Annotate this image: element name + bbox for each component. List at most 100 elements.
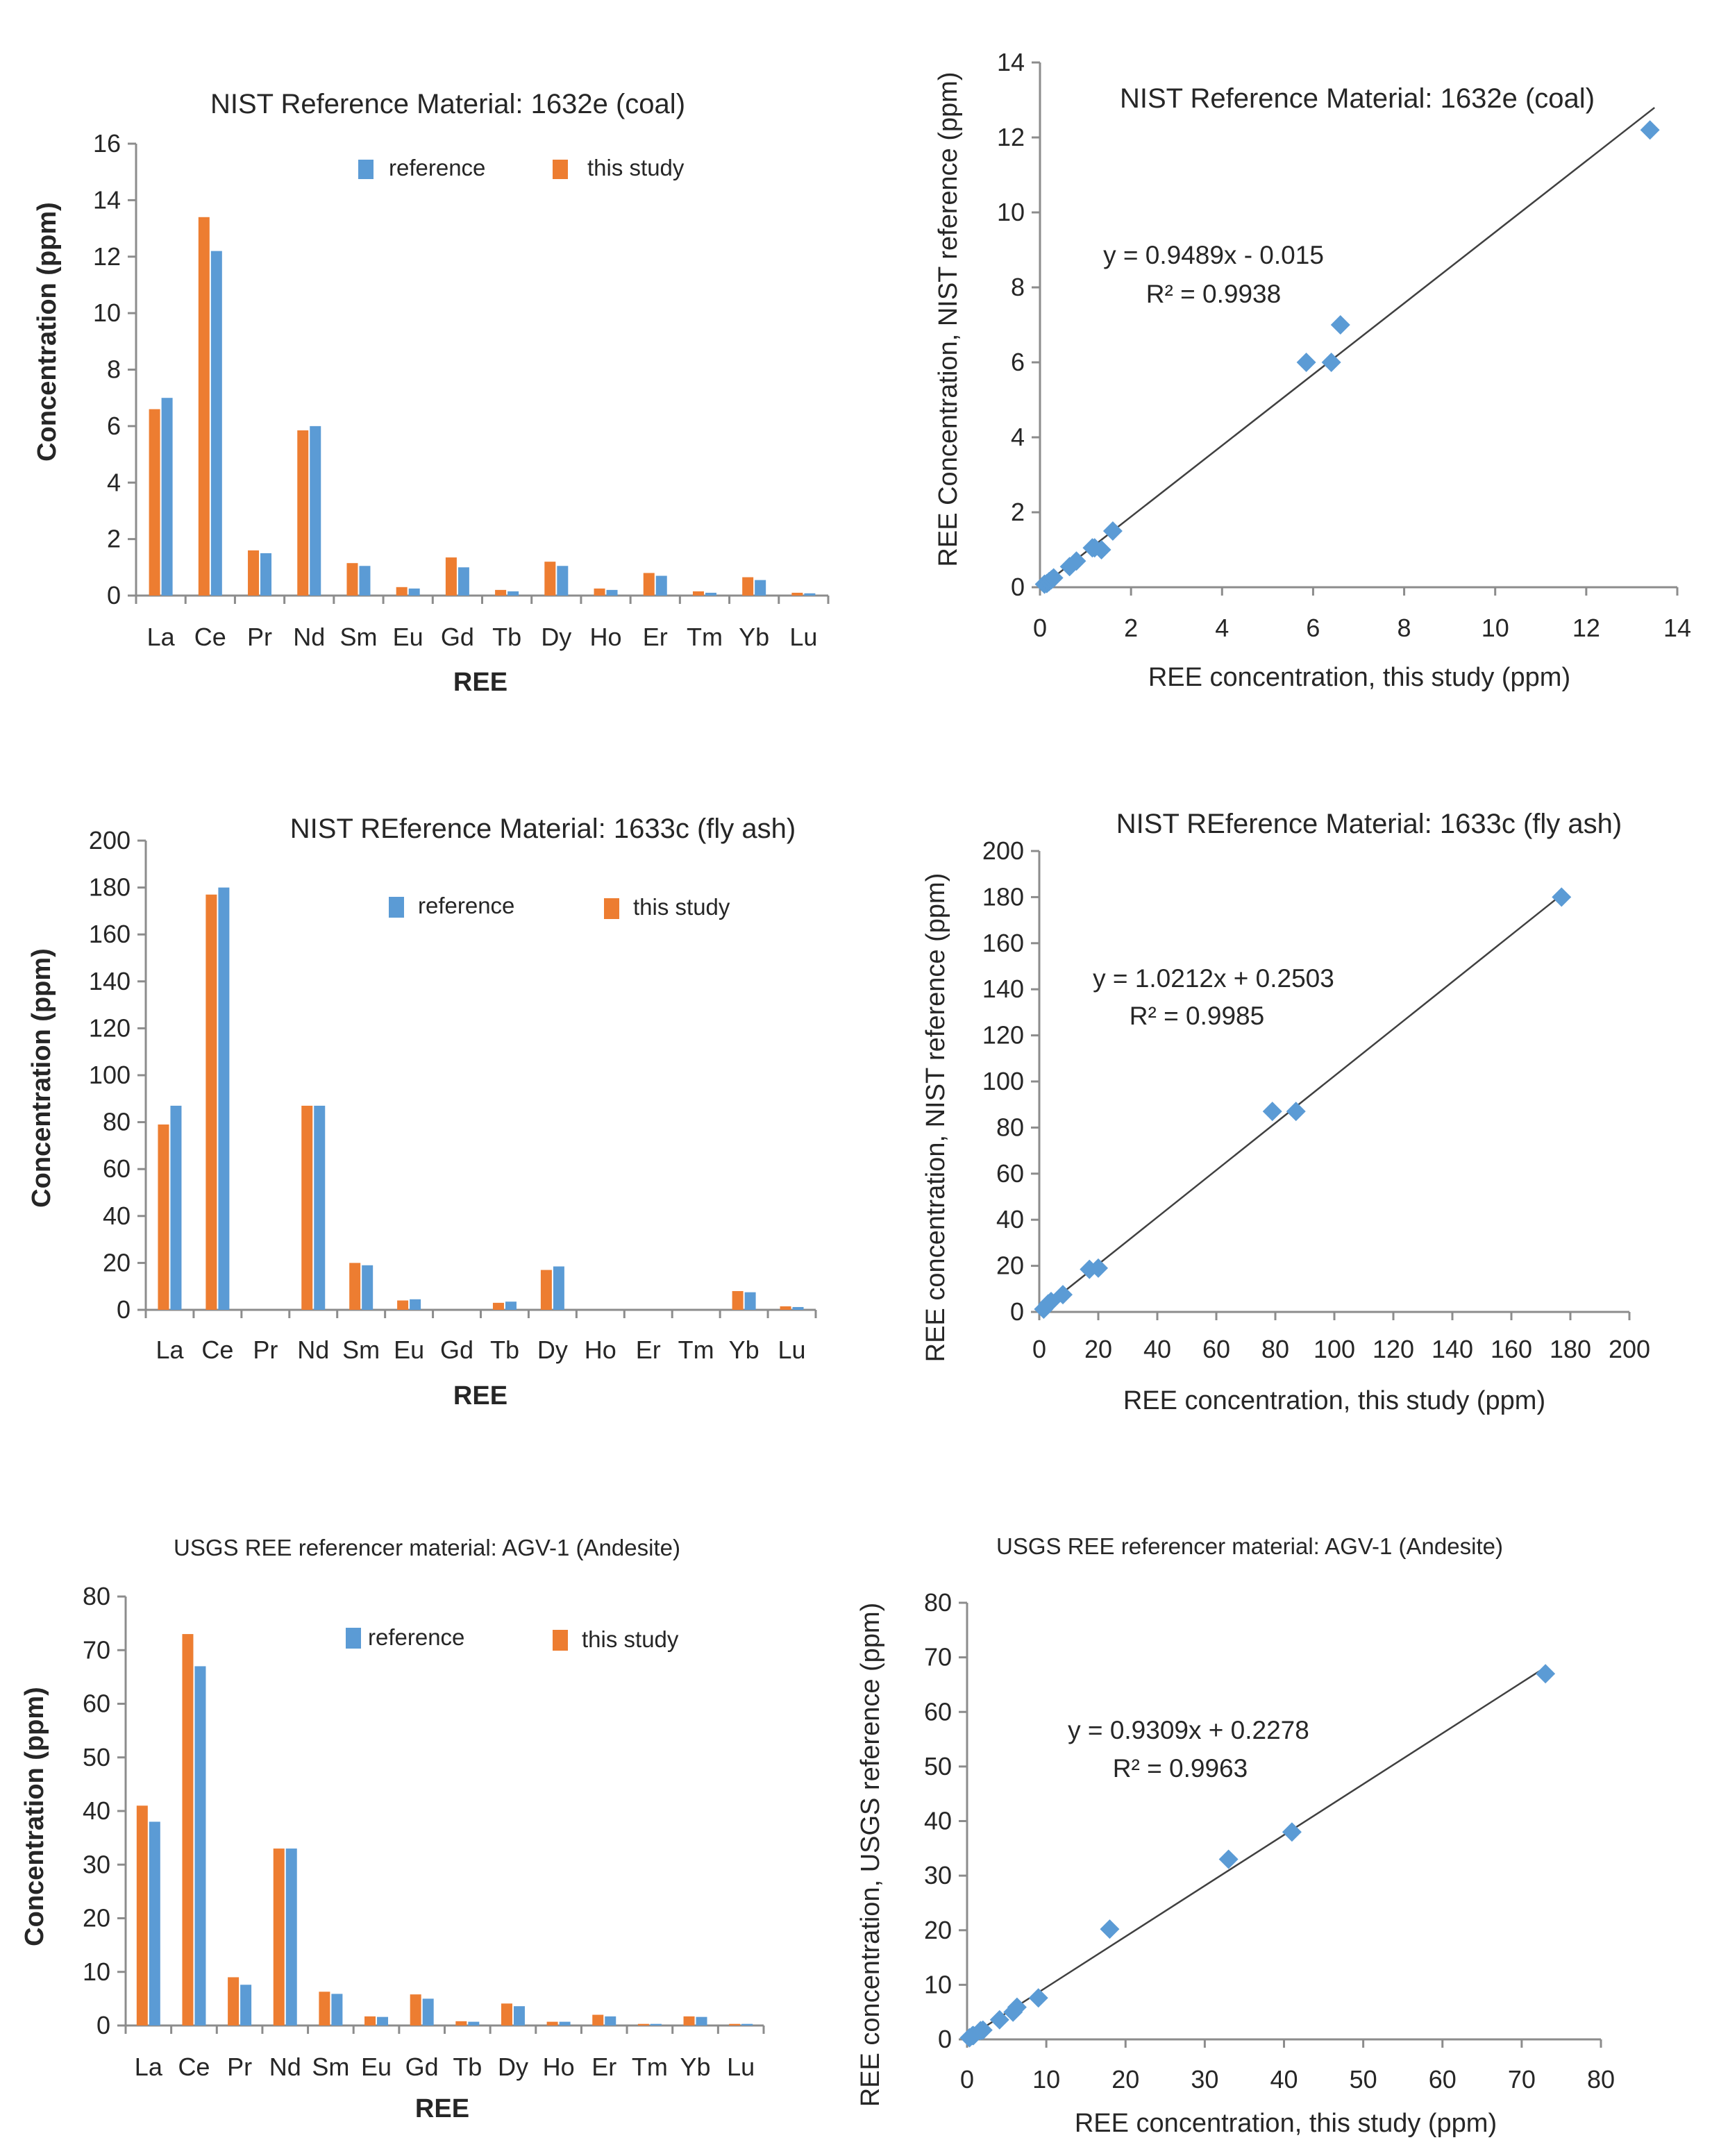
x-tick-label: 8 <box>1398 614 1411 642</box>
y-axis-title: REE concentration, NIST reference (ppm) <box>921 873 950 1363</box>
bar-reference-Tm <box>650 2023 662 2026</box>
x-tick-label: 140 <box>1432 1335 1473 1363</box>
legend-swatch-this-study <box>553 1630 568 1651</box>
bar-reference-Nd <box>314 1105 326 1310</box>
data-point <box>1262 1102 1282 1122</box>
bar-reference-Tm <box>705 592 716 596</box>
legend-swatch-reference <box>358 160 374 179</box>
x-tick-label: Tm <box>632 2053 668 2081</box>
x-tick-label: 4 <box>1215 614 1229 642</box>
y-tick-label: 40 <box>924 1807 952 1835</box>
r-squared: R² = 0.9938 <box>1146 280 1281 308</box>
bar-this-study-La <box>136 1805 148 2026</box>
x-axis-title: REE concentration, this study (ppm) <box>1075 2109 1497 2138</box>
x-tick-label: 0 <box>960 2065 974 2094</box>
y-tick-label: 40 <box>103 1202 131 1230</box>
x-tick-label: Tm <box>687 623 723 651</box>
y-tick-label: 4 <box>1011 423 1025 451</box>
y-tick-label: 120 <box>89 1013 131 1042</box>
x-tick-label: Er <box>643 623 668 651</box>
x-tick-label: 0 <box>1033 614 1047 642</box>
y-tick-label: 70 <box>83 1635 110 1664</box>
y-tick-label: 6 <box>107 412 121 440</box>
bar-reference-Tb <box>507 591 519 596</box>
bar-this-study-Ce <box>205 894 217 1310</box>
y-tick-label: 40 <box>996 1205 1024 1233</box>
chart-title: NIST REference Material: 1633c (fly ash) <box>290 814 796 844</box>
y-tick-label: 10 <box>83 1957 110 1986</box>
y-tick-label: 180 <box>982 882 1024 911</box>
regression-equation: y = 0.9309x + 0.2278 <box>1068 1716 1309 1744</box>
bar-this-study-Lu <box>780 1306 791 1310</box>
bar-chart-agv1: USGS REE referencer material: AGV-1 (And… <box>20 1535 765 2123</box>
x-tick-label: Pr <box>253 1336 278 1364</box>
x-tick-label: Er <box>591 2053 616 2081</box>
bar-this-study-Lu <box>791 592 803 596</box>
bar-reference-La <box>170 1105 182 1310</box>
bar-this-study-Sm <box>319 1991 330 2026</box>
bar-chart-1633c: NIST REference Material: 1633c (fly ash)… <box>27 814 817 1410</box>
bar-this-study-Eu <box>364 2016 376 2026</box>
bar-this-study-Eu <box>396 587 408 596</box>
bar-reference-Ho <box>606 589 618 596</box>
x-tick-label: 200 <box>1609 1335 1650 1363</box>
y-tick-label: 80 <box>103 1108 131 1136</box>
y-tick-label: 140 <box>982 975 1024 1003</box>
data-point <box>1007 1997 1027 2017</box>
data-point <box>1330 315 1350 335</box>
bar-this-study-Nd <box>273 1848 285 2026</box>
x-tick-label: Lu <box>789 623 817 651</box>
bar-reference-Ce <box>194 1666 206 2026</box>
x-tick-label: 12 <box>1572 614 1600 642</box>
bar-this-study-Tm <box>637 2023 649 2026</box>
data-point <box>1089 1258 1108 1278</box>
bar-reference-Ho <box>559 2021 571 2026</box>
bar-reference-La <box>161 398 173 596</box>
bar-reference-Dy <box>553 1266 564 1310</box>
bar-this-study-La <box>158 1124 169 1310</box>
bar-reference-Sm <box>331 1994 343 2026</box>
data-point <box>989 2010 1009 2030</box>
bar-this-study-Gd <box>410 1994 421 2026</box>
x-axis-title: REE <box>415 2094 469 2123</box>
chart-title: USGS REE referencer material: AGV-1 (And… <box>174 1535 680 1560</box>
y-tick-label: 50 <box>83 1743 110 1771</box>
bar-reference-Yb <box>755 580 766 596</box>
r-squared: R² = 0.9963 <box>1113 1754 1248 1783</box>
x-tick-label: Ce <box>194 623 226 651</box>
bar-reference-La <box>149 1821 160 2026</box>
x-tick-label: Ho <box>585 1336 616 1364</box>
bar-reference-Lu <box>792 1306 804 1310</box>
x-tick-label: 2 <box>1124 614 1138 642</box>
x-tick-label: 40 <box>1143 1335 1171 1363</box>
bar-reference-Dy <box>513 2006 525 2026</box>
legend-label-reference: reference <box>368 1624 464 1650</box>
y-tick-label: 80 <box>996 1113 1024 1141</box>
y-axis-title: REE concentration, USGS reference (ppm) <box>856 1603 885 2107</box>
x-axis-title: REE concentration, this study (ppm) <box>1148 663 1570 692</box>
scatter-chart-1633c: NIST REference Material: 1633c (fly ash)… <box>921 809 1650 1415</box>
legend-label-reference: reference <box>418 893 514 918</box>
y-tick-label: 100 <box>89 1061 131 1089</box>
y-tick-label: 70 <box>924 1643 952 1671</box>
bar-this-study-Eu <box>397 1300 409 1310</box>
x-tick-label: Ho <box>590 623 622 651</box>
bar-reference-Nd <box>310 426 321 596</box>
x-tick-label: Gd <box>405 2053 439 2081</box>
y-tick-label: 50 <box>924 1752 952 1780</box>
legend-label-this-study: this study <box>582 1626 679 1652</box>
y-tick-label: 20 <box>83 1904 110 1932</box>
x-tick-label: Ho <box>543 2053 575 2081</box>
bar-reference-Dy <box>557 566 569 596</box>
x-tick-label: 40 <box>1270 2065 1298 2094</box>
bar-this-study-Nd <box>301 1105 313 1310</box>
x-tick-label: Er <box>636 1336 661 1364</box>
x-tick-label: La <box>147 623 176 651</box>
x-tick-label: 120 <box>1373 1335 1414 1363</box>
x-tick-label: 30 <box>1191 2065 1218 2094</box>
data-point <box>1552 887 1572 907</box>
data-point <box>1286 1102 1306 1122</box>
x-tick-label: 0 <box>1032 1335 1046 1363</box>
x-tick-label: Lu <box>778 1336 806 1364</box>
